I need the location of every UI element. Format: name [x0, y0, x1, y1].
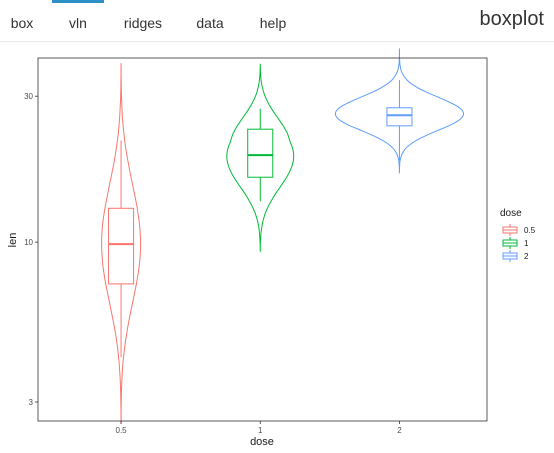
- violin-1: [226, 63, 295, 252]
- navbar: box vln ridges data help boxplot: [0, 0, 554, 42]
- legend-title: dose: [500, 208, 522, 219]
- box-2: [386, 107, 413, 127]
- tab-ridges[interactable]: ridges: [123, 15, 163, 31]
- y-tick-label: 10: [24, 238, 33, 247]
- violin-chart: 3 10 30 0.5 1 2 dose len dose 0.5 1 2: [7, 48, 536, 448]
- tab-help[interactable]: help: [259, 15, 287, 31]
- legend-key-1: [502, 237, 518, 249]
- box-layer: [108, 79, 413, 358]
- violin-layer: [101, 48, 465, 424]
- legend-label-0.5: 0.5: [524, 226, 536, 235]
- y-axis: 3 10 30: [24, 92, 38, 407]
- plot-panel-border: [37, 57, 488, 422]
- violin-2: [334, 48, 465, 174]
- legend-label-1: 1: [524, 239, 529, 248]
- legend-key-2: [502, 250, 518, 262]
- tab-data[interactable]: data: [196, 15, 224, 31]
- brand-title: boxplot: [479, 8, 545, 30]
- tab-vln[interactable]: vln: [52, 0, 104, 42]
- box-1: [247, 128, 274, 178]
- box-0.5: [108, 207, 135, 285]
- y-tick-label: 3: [29, 398, 34, 407]
- x-tick-label: 2: [397, 426, 402, 435]
- legend: dose 0.5 1 2: [500, 208, 536, 262]
- x-axis: 0.5 1 2: [116, 421, 402, 435]
- x-axis-title: dose: [250, 436, 274, 448]
- x-tick-label: 0.5: [116, 426, 128, 435]
- tab-box[interactable]: box: [10, 15, 34, 31]
- y-axis-title: len: [7, 233, 19, 248]
- legend-label-2: 2: [524, 252, 529, 261]
- y-tick-label: 30: [24, 92, 33, 101]
- legend-key-0.5: [502, 224, 518, 236]
- x-tick-label: 1: [258, 426, 263, 435]
